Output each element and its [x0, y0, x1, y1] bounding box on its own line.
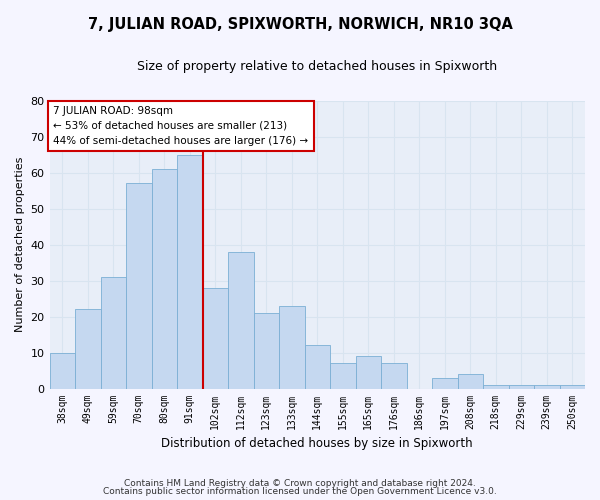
Bar	[228, 252, 254, 388]
Bar	[177, 154, 203, 388]
Y-axis label: Number of detached properties: Number of detached properties	[15, 157, 25, 332]
Bar	[509, 385, 534, 388]
X-axis label: Distribution of detached houses by size in Spixworth: Distribution of detached houses by size …	[161, 437, 473, 450]
Bar	[305, 346, 330, 389]
Bar	[101, 277, 126, 388]
Bar	[254, 313, 279, 388]
Text: 7, JULIAN ROAD, SPIXWORTH, NORWICH, NR10 3QA: 7, JULIAN ROAD, SPIXWORTH, NORWICH, NR10…	[88, 18, 512, 32]
Bar	[152, 169, 177, 388]
Bar	[75, 310, 101, 388]
Bar	[432, 378, 458, 388]
Bar	[279, 306, 305, 388]
Bar	[356, 356, 381, 388]
Bar	[126, 184, 152, 388]
Bar	[381, 364, 407, 388]
Bar	[50, 352, 75, 388]
Bar	[330, 364, 356, 388]
Bar	[560, 385, 585, 388]
Bar	[458, 374, 483, 388]
Title: Size of property relative to detached houses in Spixworth: Size of property relative to detached ho…	[137, 60, 497, 73]
Bar	[203, 288, 228, 388]
Text: 7 JULIAN ROAD: 98sqm
← 53% of detached houses are smaller (213)
44% of semi-deta: 7 JULIAN ROAD: 98sqm ← 53% of detached h…	[53, 106, 308, 146]
Bar	[483, 385, 509, 388]
Bar	[534, 385, 560, 388]
Text: Contains HM Land Registry data © Crown copyright and database right 2024.: Contains HM Land Registry data © Crown c…	[124, 478, 476, 488]
Text: Contains public sector information licensed under the Open Government Licence v3: Contains public sector information licen…	[103, 487, 497, 496]
